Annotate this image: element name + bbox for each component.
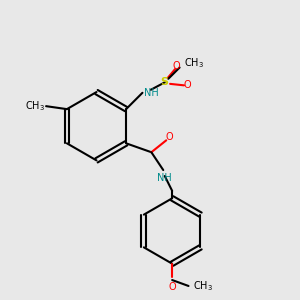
Text: NH: NH <box>144 88 159 98</box>
Text: NH: NH <box>158 173 172 183</box>
Text: CH$_3$: CH$_3$ <box>193 279 213 293</box>
Text: CH$_3$: CH$_3$ <box>25 99 45 113</box>
Text: S: S <box>161 77 169 87</box>
Text: O: O <box>168 281 176 292</box>
Text: CH$_3$: CH$_3$ <box>184 56 204 70</box>
Text: O: O <box>165 132 173 142</box>
Text: O: O <box>173 61 180 71</box>
Text: O: O <box>183 80 191 90</box>
